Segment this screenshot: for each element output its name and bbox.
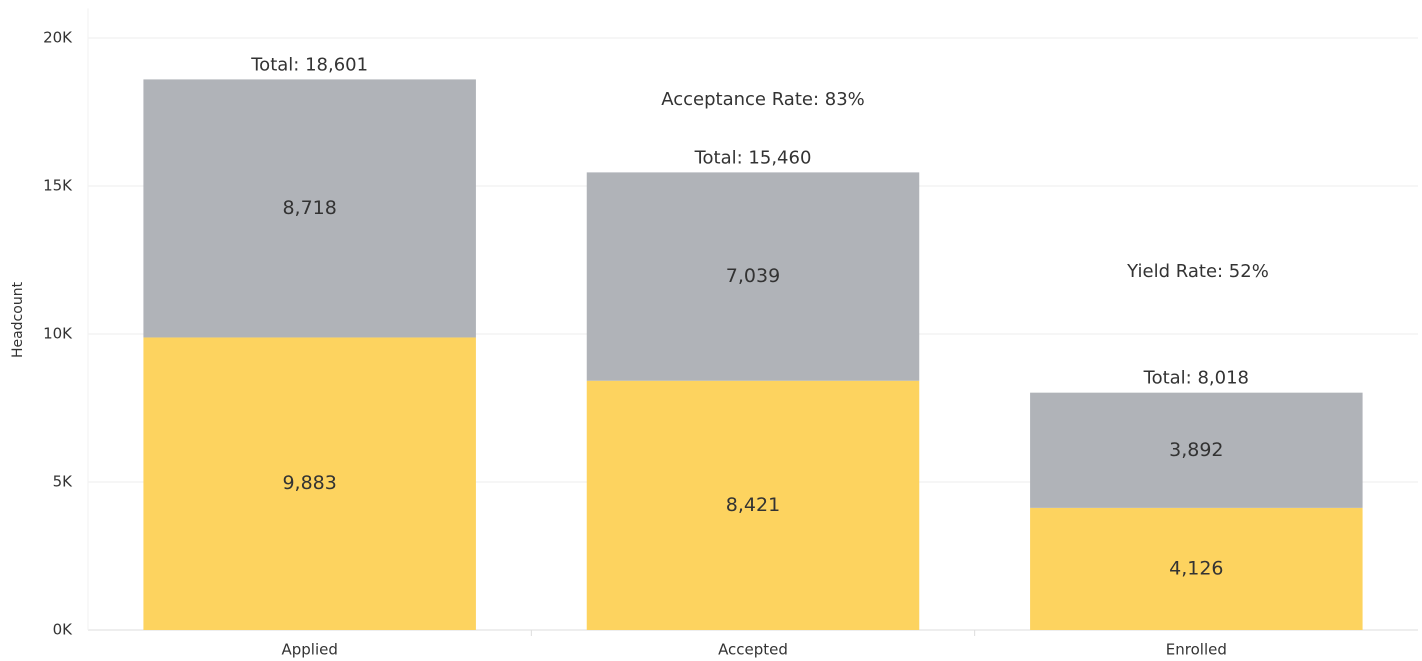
value-label: 9,883 — [282, 472, 336, 494]
y-tick-label: 10K — [43, 325, 73, 343]
total-label: Total: 15,460 — [694, 147, 812, 168]
bar-segment — [143, 79, 476, 338]
annotation: Acceptance Rate: 83% — [661, 89, 865, 110]
value-label: 8,421 — [726, 494, 780, 516]
y-tick-label: 20K — [43, 29, 73, 47]
y-tick-label: 15K — [43, 177, 73, 195]
total-label: Total: 18,601 — [250, 54, 368, 75]
x-tick-label: Applied — [281, 641, 337, 659]
bar-segment — [1030, 507, 1363, 630]
value-label: 4,126 — [1169, 557, 1223, 579]
bar-segment — [143, 337, 476, 630]
value-label: 8,718 — [282, 197, 336, 219]
total-label: Total: 8,018 — [1143, 368, 1249, 389]
y-tick-label: 5K — [53, 473, 74, 491]
x-tick-label: Accepted — [718, 641, 788, 659]
bar-segment — [586, 172, 920, 381]
x-tick-label: Enrolled — [1166, 641, 1227, 659]
y-axis-label: Headcount — [10, 281, 26, 358]
bar-segment — [1030, 392, 1363, 508]
value-label: 7,039 — [726, 265, 780, 287]
y-tick-label: 0K — [53, 621, 74, 639]
annotation: Yield Rate: 52% — [1126, 261, 1269, 282]
value-label: 3,892 — [1169, 439, 1223, 461]
bar-segment — [586, 380, 920, 630]
